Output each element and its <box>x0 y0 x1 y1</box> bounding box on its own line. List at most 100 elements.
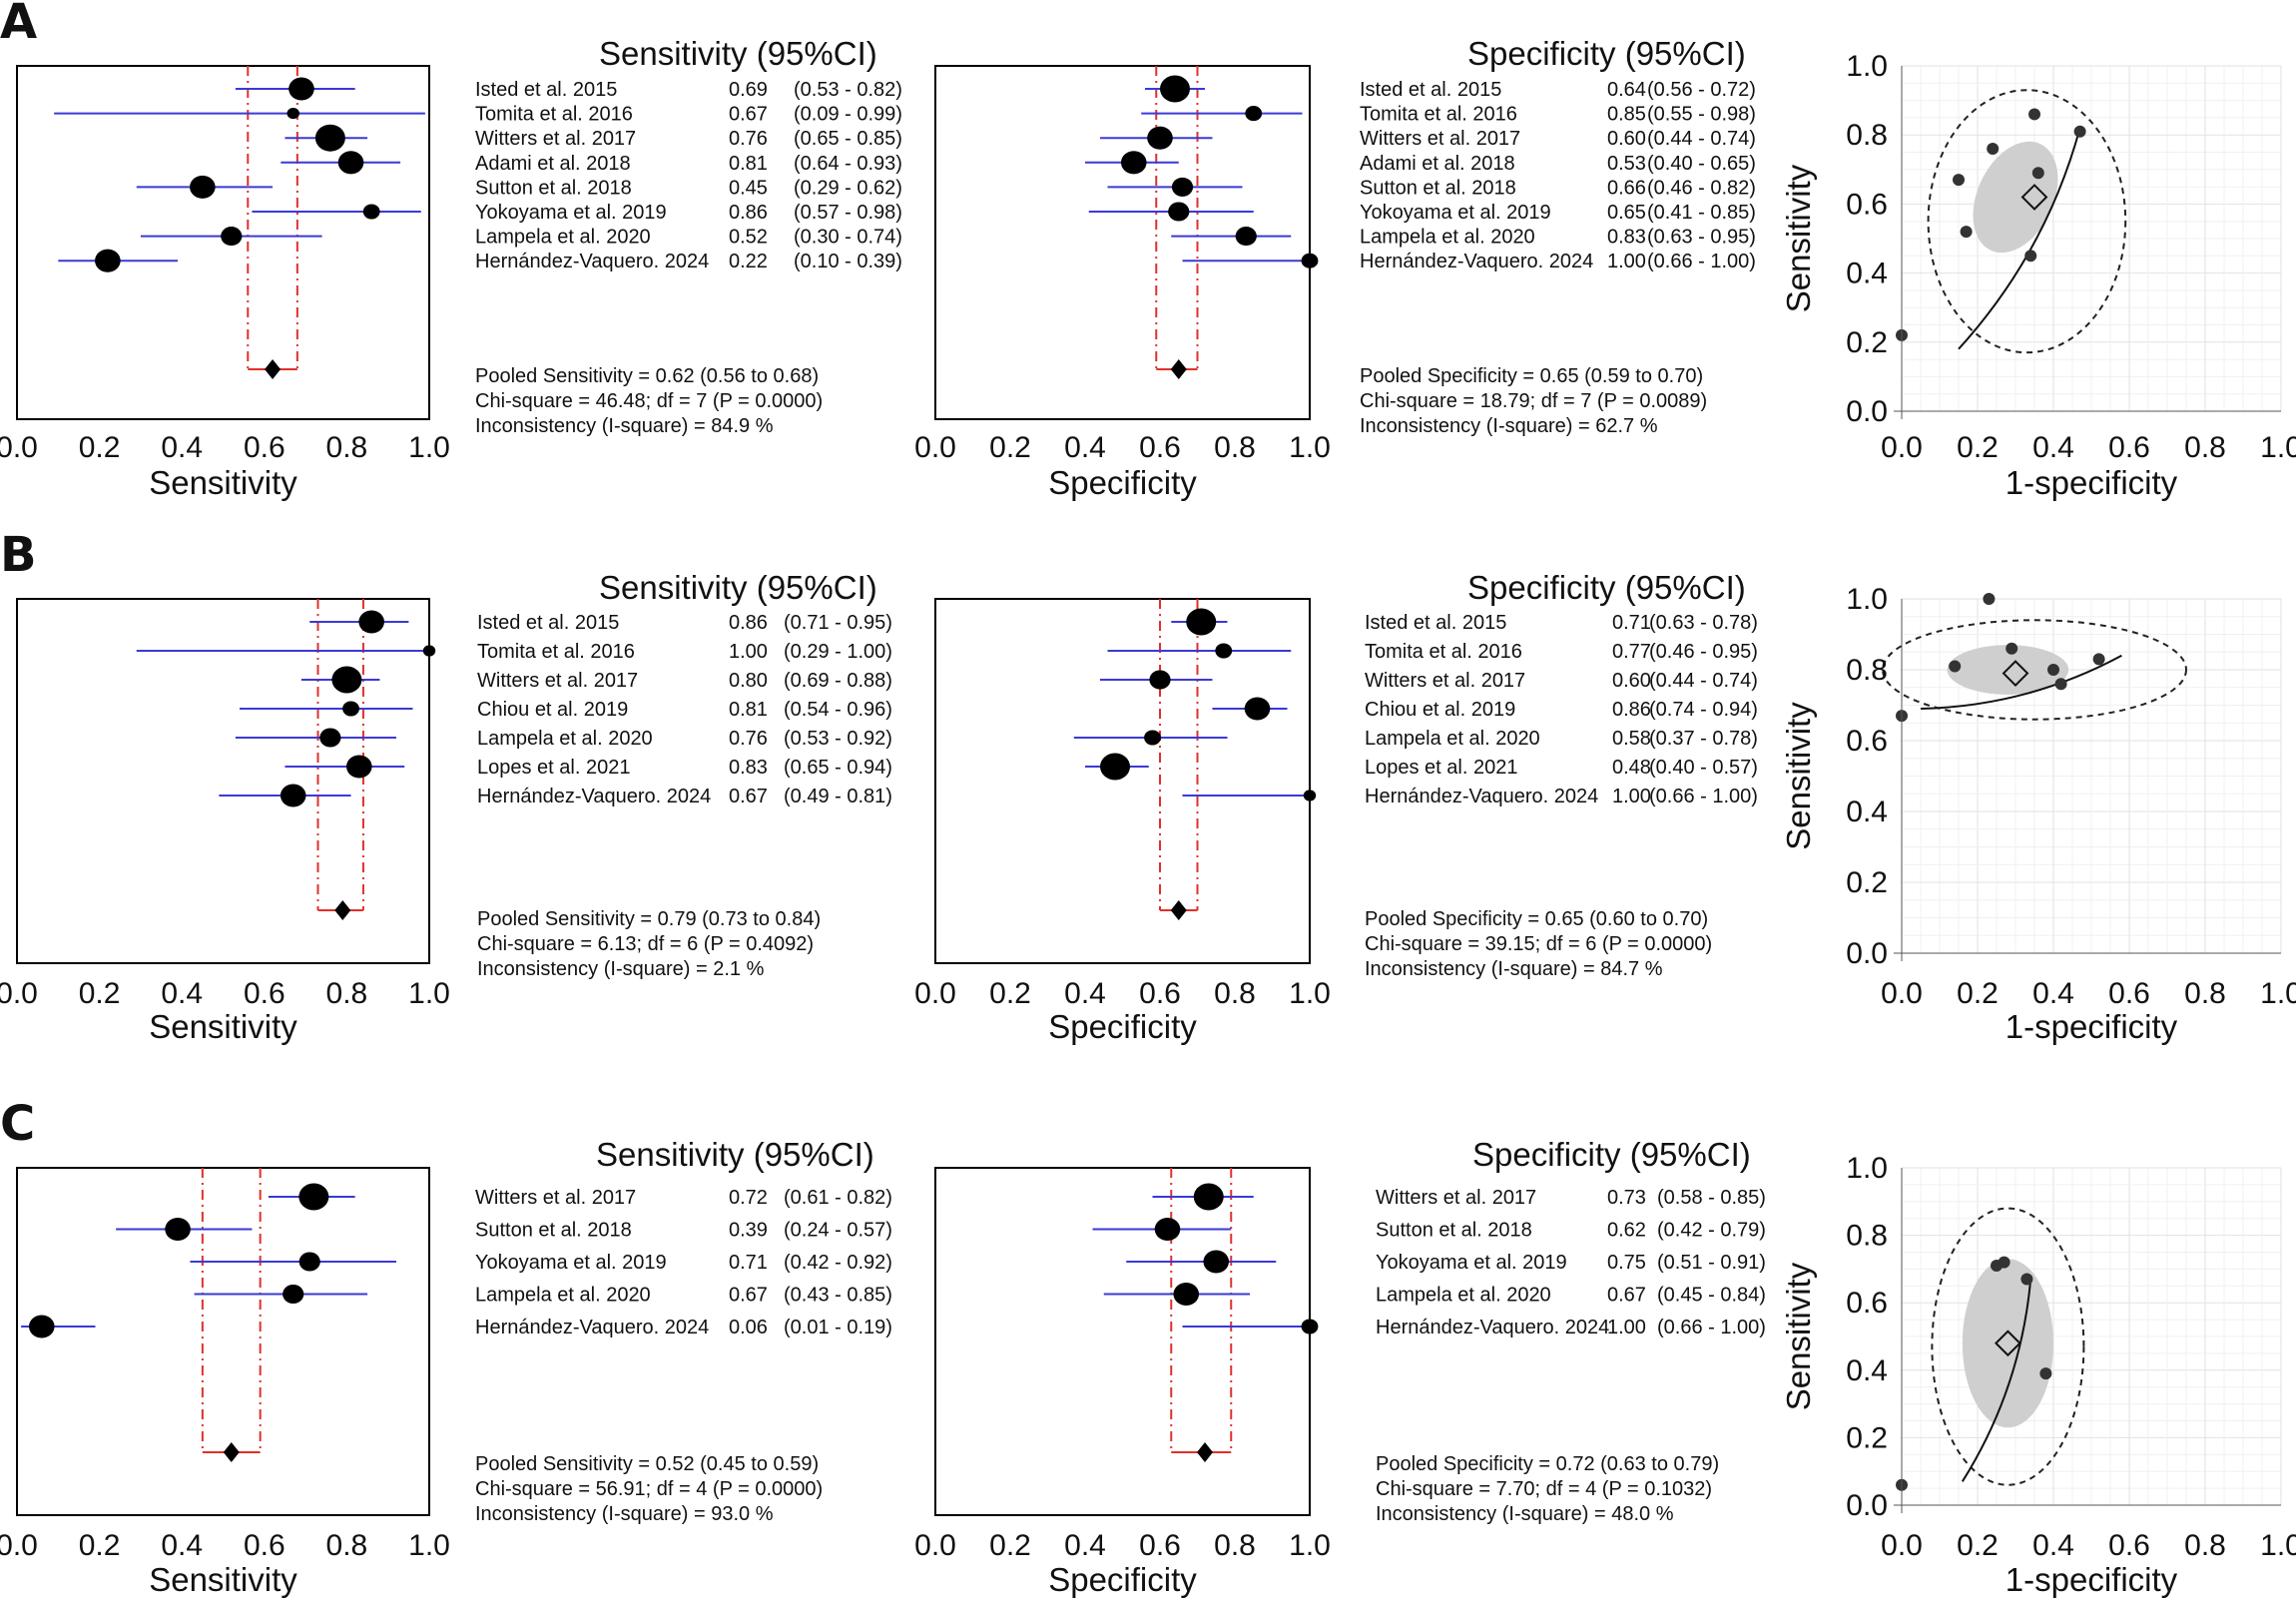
panel-c-specificity-x-axis-label: Specificity <box>1048 1561 1197 1598</box>
panel-c-specificity-header: Specificity (95%CI) <box>1472 1136 1751 1173</box>
panel-b-prediction-region <box>1882 619 2187 721</box>
panel-c-specificity-ci-label: (0.45 - 0.84) <box>1657 1285 1766 1307</box>
panel-a-x-axis-label: 1-specificity <box>2006 464 2178 501</box>
panel-a-sensitivity-stat-line: Pooled Sensitivity = 0.62 (0.56 to 0.68) <box>475 365 819 387</box>
panel-a-sensitivity-forest: Isted et al. 2015 0.69 (0.53 - 0.82) Tomita… <box>0 35 902 501</box>
panel-b-sensitivity-estimate-label: 0.83 <box>729 757 768 779</box>
panel-c-sensitivity-ci-label: (0.01 - 0.19) <box>784 1317 892 1338</box>
panel-c-sensitivity-stat-line: Chi-square = 56.91; df = 4 (P = 0.0000) <box>475 1478 823 1500</box>
panel-a-specificity-study-label: Isted et al. 2015 <box>1360 79 1501 101</box>
panel-a-specificity-header: Specificity (95%CI) <box>1467 35 1746 72</box>
panel-b-specificity-study-point <box>1100 753 1130 781</box>
panel-c-x-tick-label: 0.0 <box>1881 1529 1923 1562</box>
panel-a-sroc: 0.0 0.2 0.4 0.6 0.8 1.0 0.0 0.2 0.4 0.6 0.8 1.0 1-sp… <box>1780 50 2296 501</box>
panel-a-specificity-x-axis-label: Specificity <box>1048 464 1197 501</box>
panel-c-sensitivity-study-point <box>28 1315 55 1338</box>
panel-a-specificity-estimate-label: 0.65 <box>1607 202 1646 224</box>
panel-a-specificity-estimate-label: 0.60 <box>1607 128 1646 150</box>
panel-b-sensitivity-ci-label: (0.65 - 0.94) <box>784 757 892 779</box>
panel-b-study-point <box>2047 664 2059 676</box>
panel-b-sensitivity-estimate-label: 0.86 <box>729 612 768 634</box>
panel-a-sensitivity-ci-label: (0.29 - 0.62) <box>794 177 902 199</box>
panel-b-sensitivity-x-tick-label: 0.2 <box>79 977 121 1010</box>
panel-a-specificity-ci-label: (0.56 - 0.72) <box>1647 79 1756 101</box>
panel-c-sensitivity-stat-line: Pooled Sensitivity = 0.52 (0.45 to 0.59) <box>475 1453 819 1475</box>
panel-c-specificity-estimate-label: 0.73 <box>1607 1187 1646 1209</box>
panel-b-sensitivity-x-tick-label: 0.0 <box>0 977 38 1010</box>
panel-a-sensitivity-stat-line: Chi-square = 46.48; df = 7 (P = 0.0000) <box>475 390 823 412</box>
panel-b-specificity-study-point <box>1244 697 1271 721</box>
panel-b-specificity-x-axis-label: Specificity <box>1048 1008 1197 1045</box>
panel-b-y-tick-label: 0.6 <box>1846 725 1888 758</box>
panel-c-x-tick-label: 0.8 <box>2184 1529 2226 1562</box>
panel-a-specificity-study-point <box>1147 126 1173 150</box>
panel-b-specificity-ci-label: (0.40 - 0.57) <box>1649 757 1758 779</box>
panel-b-specificity-ci-label: (0.37 - 0.78) <box>1649 728 1758 750</box>
panel-c-sensitivity-x-tick-label: 0.6 <box>244 1529 286 1562</box>
panel-b-y-axis-label: Sensitivity <box>1780 702 1817 850</box>
panel-c-x-tick-label: 0.2 <box>1957 1529 1999 1562</box>
panel-b-specificity-estimate-label: 0.48 <box>1612 757 1651 779</box>
panel-c-sensitivity-x-axis-label: Sensitivity <box>149 1561 297 1598</box>
panel-a-specificity-stat-line: Inconsistency (I-square) = 62.7 % <box>1360 415 1658 437</box>
panel-c-specificity-stat-line: Pooled Specificity = 0.72 (0.63 to 0.79) <box>1376 1453 1719 1475</box>
panel-a-study-point <box>2028 108 2040 121</box>
panel-a-sensitivity-x-tick-label: 0.2 <box>79 431 121 464</box>
panel-a-sensitivity-study-label: Tomita et al. 2016 <box>475 104 633 126</box>
panel-b-specificity-study-label: Witters et al. 2017 <box>1365 670 1525 692</box>
panel-a-sensitivity-estimate-label: 0.69 <box>729 79 768 101</box>
panel-b-sensitivity-study-point <box>280 784 306 807</box>
panel-c-sensitivity-study-point <box>298 1183 329 1211</box>
panel-c-sensitivity-estimate-label: 0.67 <box>729 1285 768 1307</box>
panel-a-specificity-study-label: Tomita et al. 2016 <box>1360 104 1517 126</box>
panel-a-sensitivity-study-label: Isted et al. 2015 <box>475 79 617 101</box>
panel-a-x-tick-label: 0.8 <box>2184 431 2226 464</box>
panel-a-sensitivity-estimate-label: 0.76 <box>729 128 768 150</box>
panel-b-sensitivity-stat-line: Chi-square = 6.13; df = 6 (P = 0.4092) <box>477 933 814 955</box>
panel-c-sensitivity-study-label: Witters et al. 2017 <box>475 1187 636 1209</box>
panel-b-specificity-estimate-label: 0.58 <box>1612 728 1651 750</box>
panel-c-sensitivity-study-label: Sutton et al. 2018 <box>475 1220 632 1242</box>
panel-b-specificity-stat-line: Chi-square = 39.15; df = 6 (P = 0.0000) <box>1365 933 1712 955</box>
panel-b-specificity-study-point <box>1149 670 1171 690</box>
panel-b-y-tick-label: 1.0 <box>1846 583 1888 616</box>
panel-a-sensitivity-stat-line: Inconsistency (I-square) = 84.9 % <box>475 415 774 437</box>
panel-b-sensitivity-stat-line: Inconsistency (I-square) = 2.1 % <box>477 958 765 980</box>
panel-b-specificity-estimate-label: 1.00 <box>1612 786 1651 807</box>
panel-a-letter: A <box>0 0 37 50</box>
panel-b-sensitivity-ci-label: (0.71 - 0.95) <box>784 612 892 634</box>
panel-b-sensitivity-estimate-label: 0.81 <box>729 699 768 721</box>
panel-a-specificity-x-tick-label: 0.8 <box>1214 431 1256 464</box>
panel-c-specificity-x-tick-label: 0.0 <box>914 1529 956 1562</box>
panel-c-summary-point <box>1994 1330 2021 1357</box>
panel-c-x-axis-label: 1-specificity <box>2006 1561 2178 1598</box>
panel-c-study-point <box>2039 1367 2052 1380</box>
panel-b-specificity-forest: Isted et al. 2015 0.71(0.63 - 0.78) Tomita… <box>914 569 1758 1045</box>
panel-b-sensitivity-plot-frame <box>16 598 430 964</box>
panel-b-sensitivity-forest: Isted et al. 2015 0.86 (0.71 - 0.95) Tomita… <box>0 569 892 1045</box>
panel-a-specificity-plot-frame <box>934 65 1311 420</box>
panel-a-y-tick-label: 1.0 <box>1846 50 1888 83</box>
panel-b-sensitivity-ci-label: (0.53 - 0.92) <box>784 728 892 750</box>
panel-a-sensitivity-pooled-diamond <box>265 359 282 379</box>
panel-b-x-tick-label: 0.2 <box>1957 977 1999 1010</box>
panel-a-specificity-x-tick-label: 0.6 <box>1139 431 1181 464</box>
panel-c-specificity-study-point <box>1193 1183 1224 1211</box>
panel-c-specificity-study-label: Sutton et al. 2018 <box>1376 1220 1532 1242</box>
panel-b-sensitivity-pooled-diamond <box>334 900 351 920</box>
panel-b-specificity-ci-label: (0.44 - 0.74) <box>1649 670 1758 692</box>
panel-a-sensitivity-ci-label: (0.30 - 0.74) <box>794 227 902 249</box>
panel-b-letter: B <box>0 527 37 583</box>
panel-b-sensitivity-study-point <box>319 728 341 748</box>
panel-b-sensitivity-x-tick-label: 0.6 <box>244 977 286 1010</box>
panel-a-specificity-estimate-label: 0.83 <box>1607 227 1646 249</box>
panel-a-x-tick-label: 0.2 <box>1957 431 1999 464</box>
panel-b-sensitivity-study-label: Lampela et al. 2020 <box>477 728 653 750</box>
panel-c-sensitivity-stat-line: Inconsistency (I-square) = 93.0 % <box>475 1503 774 1525</box>
panel-b-specificity-x-tick-label: 0.2 <box>989 977 1031 1010</box>
panel-b-sensitivity-study-label: Chiou et al. 2019 <box>477 699 628 721</box>
panel-b-specificity-x-tick-label: 0.6 <box>1139 977 1181 1010</box>
panel-b-y-tick-label: 0.4 <box>1846 796 1888 828</box>
panel-c-sensitivity-study-point <box>283 1284 304 1305</box>
panel-c-sensitivity-ci-label: (0.43 - 0.85) <box>784 1285 892 1307</box>
